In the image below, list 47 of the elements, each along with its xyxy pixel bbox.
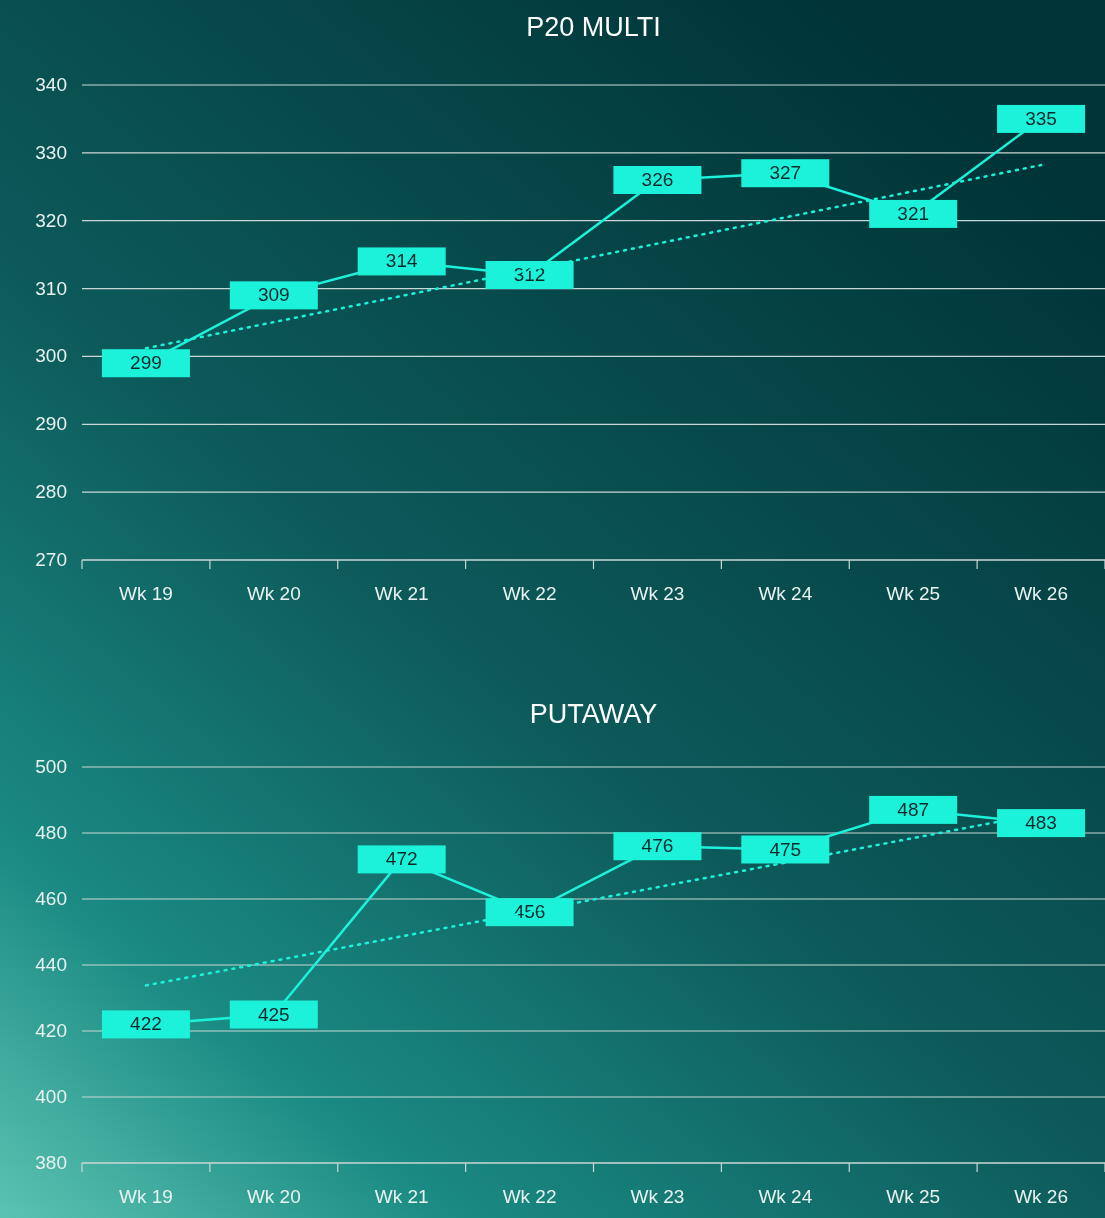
- x-tick-label: Wk 23: [630, 1186, 685, 1207]
- chart-title: PUTAWAY: [529, 699, 658, 729]
- y-tick-label: 280: [35, 481, 67, 503]
- data-label: 299: [130, 352, 162, 374]
- y-tick-label: 310: [35, 277, 67, 299]
- y-tick-label: 480: [35, 822, 67, 843]
- x-tick-label: Wk 21: [374, 583, 429, 604]
- data-label: 483: [1025, 812, 1057, 834]
- y-tick-label: 380: [35, 1152, 67, 1173]
- y-tick-label: 320: [35, 209, 67, 231]
- y-tick-label: 420: [35, 1020, 67, 1041]
- y-tick-label: 340: [35, 74, 67, 95]
- x-tick-label: Wk 21: [374, 1186, 429, 1207]
- x-tick-label: Wk 26: [1014, 583, 1068, 604]
- data-label: 476: [641, 835, 674, 857]
- x-tick-label: Wk 25: [886, 1186, 941, 1207]
- y-tick-label: 300: [35, 345, 67, 367]
- data-label: 327: [769, 162, 802, 184]
- data-label: 422: [130, 1013, 162, 1035]
- y-tick-label: 290: [35, 413, 67, 435]
- x-tick-label: Wk 22: [502, 583, 557, 604]
- y-tick-label: 440: [35, 954, 67, 975]
- data-label: 425: [257, 1003, 290, 1025]
- data-label: 326: [641, 169, 674, 190]
- y-tick-label: 270: [35, 549, 67, 570]
- x-tick-label: Wk 19: [119, 583, 173, 604]
- data-label: 321: [897, 202, 930, 224]
- data-label: 309: [257, 284, 290, 306]
- x-tick-label: Wk 20: [246, 583, 301, 604]
- x-tick-label: Wk 23: [630, 583, 685, 604]
- y-tick-label: 500: [35, 756, 67, 777]
- y-tick-label: 460: [35, 888, 67, 909]
- y-tick-label: 330: [35, 141, 67, 163]
- data-label: 314: [385, 250, 418, 272]
- x-tick-label: Wk 25: [886, 583, 941, 604]
- data-label: 487: [897, 798, 930, 820]
- data-label: 472: [385, 848, 418, 870]
- x-tick-label: Wk 24: [758, 1186, 813, 1207]
- x-tick-label: Wk 24: [758, 583, 813, 604]
- x-tick-label: Wk 20: [246, 1186, 301, 1207]
- x-tick-label: Wk 22: [502, 1186, 557, 1207]
- x-tick-label: Wk 19: [119, 1186, 173, 1207]
- data-label: 475: [769, 838, 802, 860]
- x-tick-label: Wk 26: [1014, 1186, 1068, 1207]
- data-label: 335: [1025, 107, 1057, 129]
- y-tick-label: 400: [35, 1086, 67, 1107]
- chart-title: P20 MULTI: [526, 12, 661, 42]
